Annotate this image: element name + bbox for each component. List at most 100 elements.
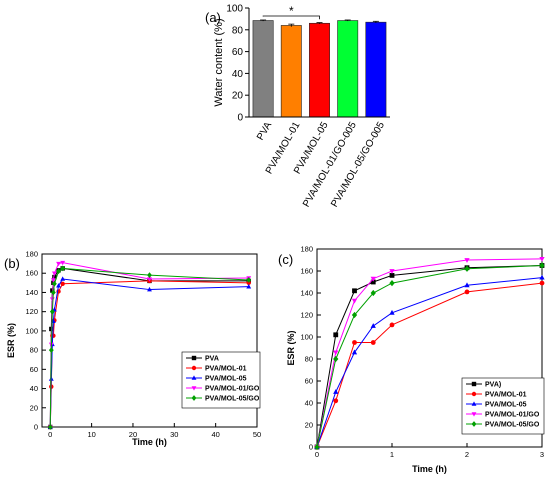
x-tick-label: 0 [315, 450, 319, 459]
legend-label: PVA/MOL-01/GO [485, 412, 540, 419]
y-tick-label: 180 [25, 250, 38, 259]
data-point [56, 268, 61, 275]
data-point [370, 276, 376, 282]
x-tick-label: PVA/MOL-05/GO-005 [329, 120, 387, 209]
data-point [464, 282, 470, 288]
panel-label: (c) [278, 252, 293, 267]
legend-marker [191, 375, 197, 380]
legend-marker [191, 355, 197, 361]
x-tick-label: 50 [253, 430, 261, 439]
x-tick-label: 10 [87, 430, 95, 439]
bar [252, 20, 274, 118]
plot-frame [316, 248, 543, 448]
data-point [539, 280, 545, 286]
y-tick-label: 160 [300, 267, 313, 276]
data-point [51, 280, 57, 287]
y-tick-label: 60 [232, 47, 244, 58]
y-tick-label: 20 [232, 91, 244, 102]
data-point [49, 297, 55, 302]
line-chart-b: 0 20 40 60 80 100 120 140 160 180 0 10 20 30 40 50 PVA PV… [4, 250, 261, 448]
data-point [370, 340, 376, 345]
legend-label: PVA [205, 356, 219, 363]
legend-marker [471, 381, 477, 387]
data-point [464, 265, 470, 272]
legend-label: PVA/MOL-05 [205, 376, 247, 383]
y-tick-label: 120 [300, 311, 313, 320]
y-tick-label: 0 [309, 443, 313, 452]
legend-marker [191, 386, 197, 391]
legend-label: PVA/MOL-01 [485, 392, 527, 399]
legend-marker [191, 395, 197, 401]
data-point [56, 261, 61, 267]
x-axis-label: Time (h) [132, 437, 167, 447]
data-point [51, 271, 57, 276]
legend-label: PVA) [485, 382, 501, 389]
y-tick-label: 120 [25, 307, 38, 316]
data-point [389, 273, 395, 278]
data-point [351, 349, 358, 355]
legend-label: PVA/MOL-05/GO [205, 396, 260, 403]
legend-label: PVA/MOL-05 [485, 402, 527, 409]
y-axis-label: ESR (%) [286, 330, 296, 365]
data-point [333, 389, 339, 394]
panel-label: (a) [205, 10, 221, 25]
legend-label: PVA/MOL-01/GO [205, 386, 260, 393]
bar [337, 20, 359, 118]
legend-marker [471, 421, 477, 427]
data-point [351, 311, 358, 319]
y-tick-label: 140 [300, 289, 313, 298]
data-point [333, 398, 339, 404]
y-tick-label: 20 [30, 403, 38, 412]
data-point [60, 281, 65, 286]
x-tick-label: 3 [540, 450, 544, 459]
data-point [314, 443, 320, 451]
data-point [352, 340, 357, 345]
plot-frame [41, 253, 258, 428]
y-tick-label: 60 [30, 365, 38, 374]
y-tick-label: 100 [300, 333, 313, 342]
legend-label: PVA/MOL-01 [205, 366, 247, 373]
data-point [246, 284, 252, 289]
x-tick-label: PVA [255, 120, 274, 142]
data-point [50, 278, 56, 283]
legend-marker [471, 391, 477, 397]
data-point [50, 289, 56, 296]
data-point [464, 289, 470, 295]
significance-bracket [262, 15, 320, 20]
x-tick-label: 40 [211, 430, 219, 439]
y-tick-label: 160 [25, 269, 38, 278]
data-point [52, 274, 57, 280]
bar-chart-a: PVAPVA/MOL-01PVA/MOL-05PVA/MOL-01/GO-005… [205, 4, 390, 209]
x-tick-label: PVA/MOL-01/GO-005 [301, 120, 359, 209]
data-point [333, 350, 339, 356]
y-tick-label: 40 [232, 69, 244, 80]
y-tick-label: 140 [25, 288, 38, 297]
data-point [47, 424, 53, 430]
y-tick-label: 100 [25, 326, 38, 335]
y-tick-label: 180 [300, 245, 313, 254]
data-point [389, 322, 395, 328]
panel-label: (b) [4, 256, 20, 271]
bar [309, 22, 330, 118]
y-tick-label: 80 [305, 355, 313, 364]
data-point [48, 347, 54, 353]
legend-marker [471, 412, 477, 417]
data-point [49, 308, 55, 315]
y-tick-label: 40 [305, 399, 313, 408]
y-tick-label: 0 [237, 113, 243, 124]
legend-marker [191, 365, 197, 371]
line-chart-c: 0 20 40 60 80 100 120 140 160 180 0 1 2 3 PVA) PVA/MOL-… [278, 245, 545, 474]
data-point [351, 298, 358, 304]
x-tick-label: 2 [465, 450, 469, 459]
y-tick-label: 60 [305, 377, 313, 386]
y-axis-label: Water content (%) [213, 18, 225, 106]
x-axis-label: Time (h) [412, 464, 447, 474]
y-tick-label: 0 [34, 423, 38, 432]
y-tick-label: 80 [30, 346, 38, 355]
data-point [333, 332, 339, 338]
data-point [389, 269, 395, 274]
data-point [370, 279, 376, 285]
x-tick-label: 30 [170, 430, 178, 439]
data-point [370, 289, 376, 297]
data-point [464, 258, 470, 263]
